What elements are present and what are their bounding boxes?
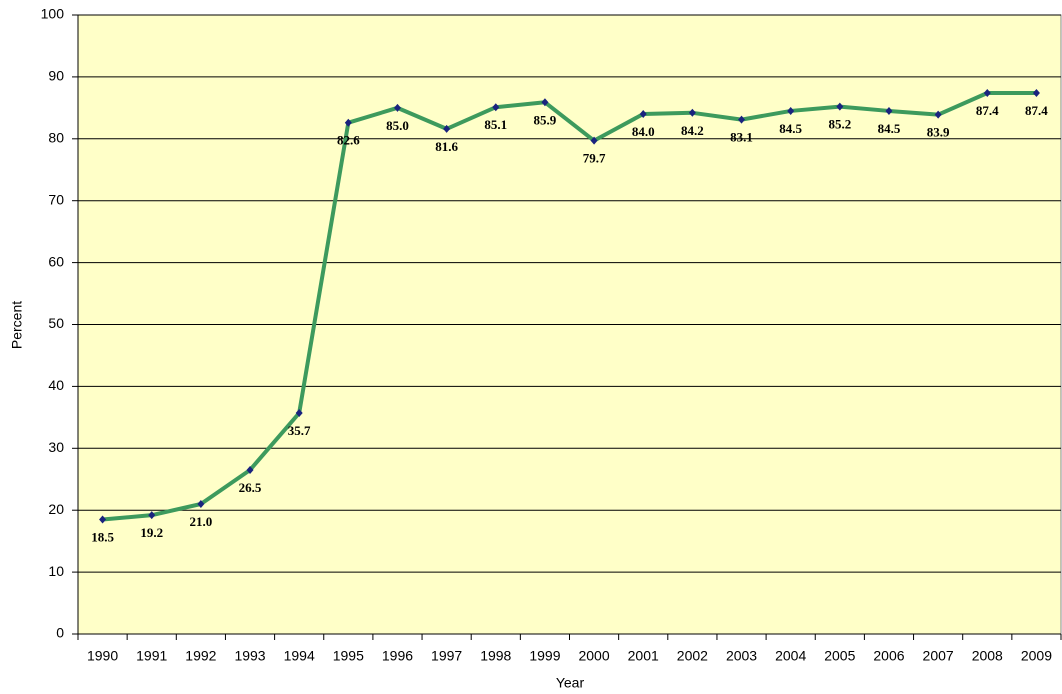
data-label: 84.2 [681, 123, 704, 138]
data-point [246, 465, 254, 474]
y-tick-label: 70 [48, 191, 64, 207]
y-axis-title: Percent [9, 301, 25, 349]
y-tick-label: 0 [56, 625, 64, 641]
data-point [934, 110, 942, 119]
data-label: 35.7 [288, 423, 311, 438]
x-tick-label: 2003 [726, 648, 757, 664]
x-tick-label: 2001 [628, 648, 659, 664]
data-point [148, 511, 156, 520]
x-tick-label: 2006 [873, 648, 904, 664]
series-line [102, 90, 1037, 522]
data-point [738, 115, 746, 124]
y-tick-label: 10 [48, 563, 64, 579]
y-tick-label: 90 [48, 68, 64, 84]
data-point [590, 136, 598, 145]
x-tick-label: 1993 [234, 648, 265, 664]
data-point [393, 103, 401, 112]
data-label: 87.4 [976, 103, 999, 118]
data-label: 21.0 [190, 514, 213, 529]
x-axis-title: Year [556, 675, 585, 691]
x-tick-label: 2002 [677, 648, 708, 664]
data-point [885, 106, 893, 115]
data-point [787, 106, 795, 115]
data-point [99, 515, 107, 524]
x-tick-label: 1998 [480, 648, 511, 664]
data-point [492, 103, 500, 112]
x-tick-label: 2005 [824, 648, 855, 664]
data-label: 87.4 [1025, 103, 1048, 118]
data-label: 85.1 [484, 117, 507, 132]
data-label: 85.9 [534, 112, 557, 127]
data-point [443, 124, 451, 133]
data-point [541, 98, 549, 107]
x-tick-label: 2008 [972, 648, 1003, 664]
y-tick-label: 20 [48, 501, 64, 517]
x-tick-label: 1994 [284, 648, 315, 664]
data-point [295, 409, 303, 418]
data-label: 85.2 [828, 117, 851, 132]
data-point [639, 110, 647, 119]
y-tick-label: 50 [48, 315, 64, 331]
data-label: 81.6 [435, 139, 458, 154]
data-label: 82.6 [337, 133, 360, 148]
data-point [1032, 88, 1040, 97]
data-label: 83.9 [927, 125, 950, 140]
data-label: 85.0 [386, 118, 409, 133]
data-point [836, 102, 844, 111]
data-label: 19.2 [140, 525, 163, 540]
x-tick-label: 1996 [382, 648, 413, 664]
data-point [197, 500, 205, 509]
data-point [688, 108, 696, 117]
data-label: 79.7 [583, 151, 606, 166]
data-label: 84.0 [632, 124, 655, 139]
y-tick-label: 80 [48, 130, 64, 146]
y-tick-label: 100 [41, 6, 65, 22]
x-tick-label: 1991 [136, 648, 167, 664]
data-label: 26.5 [239, 480, 262, 495]
x-tick-label: 2007 [923, 648, 954, 664]
y-tick-label: 40 [48, 377, 64, 393]
data-label: 84.5 [878, 121, 901, 136]
x-tick-label: 2004 [775, 648, 806, 664]
data-label: 83.1 [730, 130, 753, 145]
data-label: 18.5 [91, 529, 114, 544]
data-point [983, 88, 991, 97]
x-tick-label: 1990 [87, 648, 118, 664]
y-tick-label: 30 [48, 439, 64, 455]
data-point [344, 118, 352, 127]
data-label: 84.5 [779, 121, 802, 136]
x-tick-label: 1992 [185, 648, 216, 664]
x-tick-label: 2000 [578, 648, 609, 664]
x-tick-label: 1997 [431, 648, 462, 664]
x-tick-label: 1999 [529, 648, 560, 664]
y-tick-label: 60 [48, 253, 64, 269]
x-tick-label: 1995 [333, 648, 364, 664]
x-tick-label: 2009 [1021, 648, 1052, 664]
